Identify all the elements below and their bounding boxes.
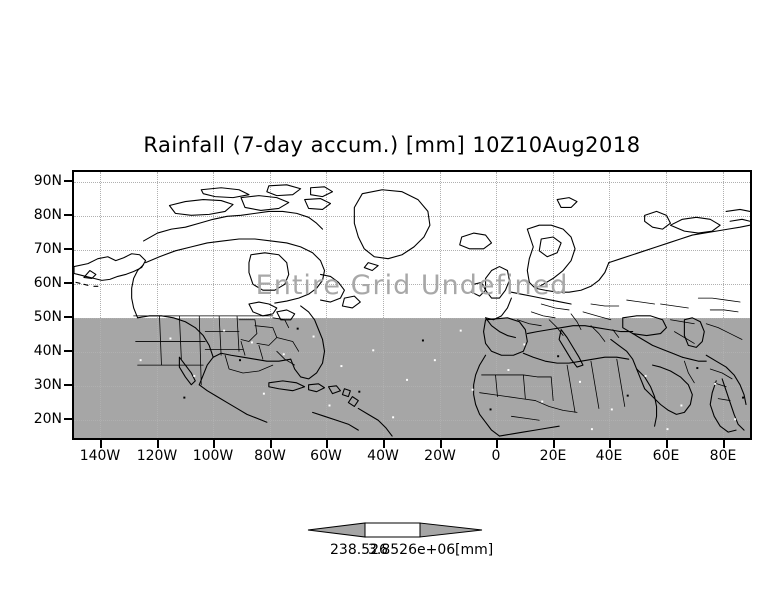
y-tick-label-20n: 20N <box>33 411 62 427</box>
y-tick-mark-60n <box>64 282 72 284</box>
x-tick-label-60e: 60E <box>652 448 680 464</box>
x-tick-label-20e: 20E <box>539 448 567 464</box>
y-tick-label-70n: 70N <box>33 241 62 257</box>
x-tick-mark-20e <box>553 440 555 448</box>
y-tick-label-30n: 30N <box>33 377 62 393</box>
y-tick-mark-80n <box>64 214 72 216</box>
x-tick-label-0: 0 <box>491 448 501 464</box>
y-tick-label-40n: 40N <box>33 343 62 359</box>
x-tick-label-140w: 140W <box>79 448 121 464</box>
map-plot-area[interactable]: Entire Grid Undefined <box>72 170 752 440</box>
colorbar-extend-max <box>419 522 483 538</box>
x-tick-mark-60w <box>326 440 328 448</box>
y-tick-label-50n: 50N <box>33 309 62 325</box>
map-inner: Entire Grid Undefined <box>74 172 750 438</box>
y-tick-mark-20n <box>64 418 72 420</box>
colorbar[interactable] <box>300 515 490 545</box>
x-tick-label-60w: 60W <box>310 448 342 464</box>
x-tick-label-20w: 20W <box>424 448 456 464</box>
x-tick-mark-120w <box>157 440 159 448</box>
x-tick-label-100w: 100W <box>192 448 234 464</box>
x-tick-mark-40w <box>383 440 385 448</box>
y-tick-mark-30n <box>64 384 72 386</box>
x-tick-mark-0 <box>496 440 498 448</box>
x-tick-mark-80e <box>723 440 725 448</box>
x-tick-mark-60e <box>666 440 668 448</box>
y-tick-label-90n: 90N <box>33 173 62 189</box>
x-tick-label-40e: 40E <box>595 448 623 464</box>
y-tick-label-80n: 80N <box>33 207 62 223</box>
colorbar-units-label: [mm] <box>455 542 494 558</box>
x-tick-mark-20w <box>440 440 442 448</box>
x-tick-mark-80w <box>270 440 272 448</box>
x-tick-label-80w: 80W <box>254 448 286 464</box>
colorbar-labels: 238.526 3.8526e+06 [mm] <box>260 542 540 562</box>
colorbar-extend-min <box>307 522 366 538</box>
colorbar-min-label: 238.526 <box>330 542 388 558</box>
x-tick-mark-140w <box>100 440 102 448</box>
colorbar-box <box>364 522 421 538</box>
y-tick-mark-50n <box>64 316 72 318</box>
y-tick-mark-70n <box>64 248 72 250</box>
coastline-overlay <box>74 184 750 437</box>
colorbar-max-label: 3.8526e+06 <box>368 542 456 558</box>
x-tick-label-120w: 120W <box>136 448 178 464</box>
y-tick-mark-40n <box>64 350 72 352</box>
x-tick-mark-40e <box>609 440 611 448</box>
x-tick-label-80e: 80E <box>709 448 737 464</box>
page-title: Rainfall (7-day accum.) [mm] 10Z10Aug201… <box>143 133 641 157</box>
y-tick-label-60n: 60N <box>33 275 62 291</box>
x-tick-label-40w: 40W <box>367 448 399 464</box>
x-tick-mark-100w <box>213 440 215 448</box>
colorbar-svg <box>307 522 483 538</box>
y-tick-mark-90n <box>64 180 72 182</box>
